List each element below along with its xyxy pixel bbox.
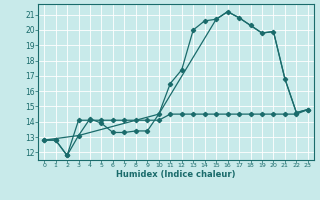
X-axis label: Humidex (Indice chaleur): Humidex (Indice chaleur) bbox=[116, 170, 236, 179]
